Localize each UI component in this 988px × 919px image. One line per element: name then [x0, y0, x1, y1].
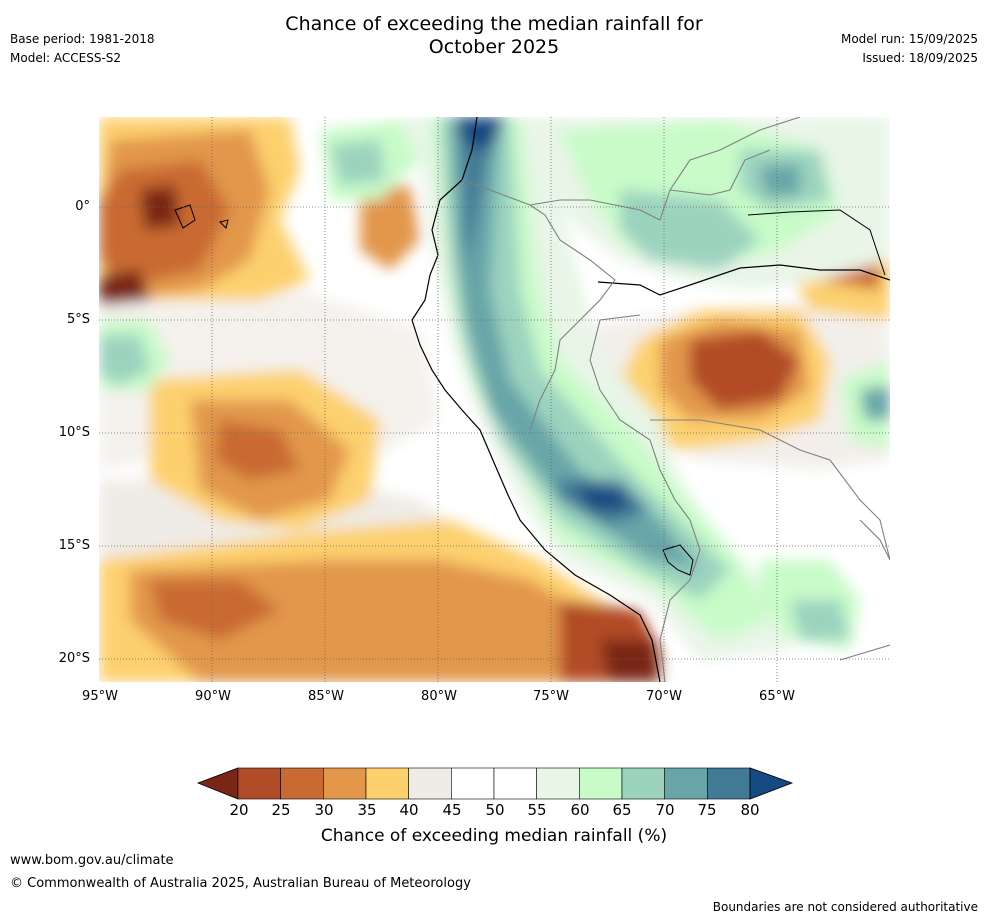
country-borders — [461, 117, 890, 682]
disclaimer-text: Boundaries are not considered authoritat… — [712, 900, 978, 914]
bom-url-link[interactable]: www.bom.gov.au/climate — [10, 853, 174, 868]
colorbar-cell — [493, 767, 537, 800]
colorbar-cell — [536, 767, 580, 800]
lon-label-80w: 80°W — [421, 689, 457, 704]
lon-label-85w: 85°W — [308, 689, 344, 704]
rio-negro — [747, 209, 886, 276]
colorbar-cell — [451, 767, 495, 800]
galapagos-islands — [174, 204, 196, 229]
lon-label-95w: 95°W — [82, 689, 118, 704]
amazon-river — [597, 264, 890, 296]
colorbar-label-35: 35 — [357, 801, 377, 819]
lake-titicaca — [662, 544, 694, 576]
copyright-text: © Commonwealth of Australia 2025, Austra… — [10, 876, 471, 891]
map-title: Chance of exceeding the median rainfall … — [0, 13, 988, 59]
colorbar-cell — [664, 767, 708, 800]
lon-label-65w: 65°W — [759, 689, 795, 704]
lat-label-15s: 15°S — [58, 538, 90, 553]
colorbar-cell — [408, 767, 452, 800]
colorbar-label-50: 50 — [485, 801, 505, 819]
colorbar-label-65: 65 — [612, 801, 632, 819]
title-line-2: October 2025 — [428, 36, 560, 58]
colorbar-label-20: 20 — [229, 801, 249, 819]
model-text: Model: ACCESS-S2 — [10, 51, 122, 65]
colorbar-cell — [621, 767, 665, 800]
colorbar-label-70: 70 — [655, 801, 675, 819]
map-gridlines — [99, 117, 890, 682]
lon-label-75w: 75°W — [533, 689, 569, 704]
colorbar-label-55: 55 — [527, 801, 547, 819]
lat-label-10s: 10°S — [58, 425, 90, 440]
lat-label-20s: 20°S — [58, 651, 90, 666]
colorbar-label-80: 80 — [740, 801, 760, 819]
colorbar-cell — [280, 767, 324, 800]
colorbar-label-40: 40 — [399, 801, 419, 819]
colorbar-title: Chance of exceeding median rainfall (%) — [320, 826, 668, 846]
colorbar-cell — [237, 767, 281, 800]
issued-text: Issued: 18/09/2025 — [862, 51, 978, 65]
lat-label-0: 0° — [75, 199, 90, 214]
colorbar-label-30: 30 — [314, 801, 334, 819]
colorbar-label-60: 60 — [570, 801, 590, 819]
galapagos-islet — [219, 219, 229, 229]
colorbar-label-75: 75 — [697, 801, 717, 819]
colorbar-label-25: 25 — [271, 801, 291, 819]
colorbar — [196, 767, 794, 800]
lon-label-90w: 90°W — [195, 689, 231, 704]
colorbar-cell — [365, 767, 409, 800]
rainfall-anomaly-field — [99, 117, 890, 682]
model-run-text: Model run: 15/09/2025 — [840, 32, 978, 46]
title-line-1: Chance of exceeding the median rainfall … — [285, 13, 703, 35]
base-period-text: Base period: 1981-2018 — [10, 32, 155, 46]
colorbar-cell — [579, 767, 623, 800]
colorbar-cell — [707, 767, 751, 800]
colorbar-low-arrow — [196, 767, 239, 800]
colorbar-cell — [323, 767, 367, 800]
lon-label-70w: 70°W — [646, 689, 682, 704]
coastline — [411, 117, 661, 682]
lat-label-5s: 5°S — [66, 312, 90, 327]
colorbar-label-45: 45 — [442, 801, 462, 819]
colorbar-high-arrow — [749, 767, 794, 800]
